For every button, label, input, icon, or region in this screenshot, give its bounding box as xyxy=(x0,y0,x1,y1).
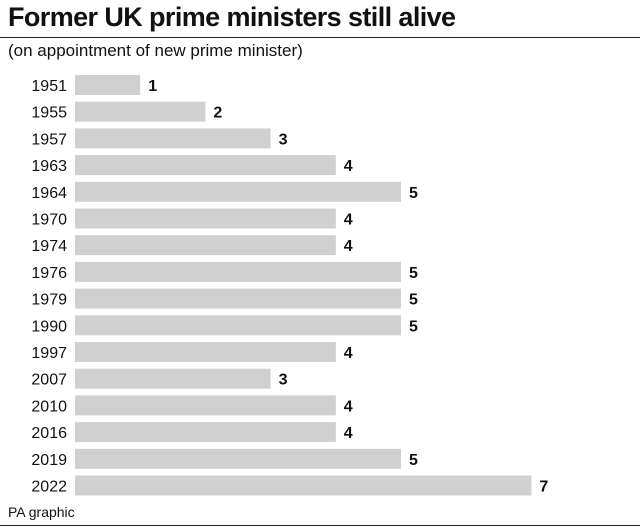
bar xyxy=(75,368,271,389)
bar-value-label: 5 xyxy=(409,292,418,309)
bar xyxy=(75,128,271,149)
bar xyxy=(75,101,206,122)
y-tick-label: 2016 xyxy=(31,425,67,442)
bar-value-label: 5 xyxy=(409,265,418,282)
bar-value-label: 1 xyxy=(148,78,157,95)
bar-value-label: 7 xyxy=(539,479,548,496)
source-credit: PA graphic xyxy=(8,504,75,520)
top-divider xyxy=(0,37,640,38)
bar xyxy=(75,342,336,362)
y-tick-label: 1963 xyxy=(31,158,67,175)
bar-value-label: 4 xyxy=(344,212,353,229)
y-tick-label: 2022 xyxy=(31,479,67,496)
y-tick-label: 2019 xyxy=(31,452,67,469)
bar xyxy=(75,448,401,469)
bar-value-label: 4 xyxy=(344,238,353,255)
y-tick-label: 1951 xyxy=(31,78,67,95)
bar-value-label: 5 xyxy=(409,318,418,335)
bar-value-label: 3 xyxy=(279,372,288,389)
y-tick-label: 1974 xyxy=(31,238,67,255)
y-tick-label: 1970 xyxy=(31,212,67,229)
y-tick-label: 2007 xyxy=(31,372,67,389)
chart-subtitle: (on appointment of new prime minister) xyxy=(8,41,303,60)
bar xyxy=(75,315,401,336)
y-tick-label: 1955 xyxy=(31,105,67,122)
bar-value-label: 5 xyxy=(409,185,418,202)
y-tick-label: 1990 xyxy=(31,318,67,335)
bar-value-label: 4 xyxy=(344,398,353,415)
bar xyxy=(75,235,336,256)
bottom-divider xyxy=(0,525,640,526)
y-tick-label: 1964 xyxy=(31,185,67,202)
y-tick-label: 1976 xyxy=(31,265,67,282)
bar-value-label: 4 xyxy=(344,345,353,362)
bar xyxy=(75,395,336,416)
y-tick-label: 2010 xyxy=(31,398,67,415)
bar xyxy=(75,75,141,95)
bar-value-label: 5 xyxy=(409,452,418,469)
bar-value-label: 3 xyxy=(279,131,288,148)
bar xyxy=(75,261,401,282)
y-tick-label: 1979 xyxy=(31,292,67,309)
y-tick-label: 1957 xyxy=(31,131,67,148)
bar xyxy=(75,475,532,496)
bar xyxy=(75,181,401,202)
bar xyxy=(75,208,336,229)
y-tick-label: 1997 xyxy=(31,345,67,362)
bar xyxy=(75,155,336,176)
chart-title: Former UK prime ministers still alive xyxy=(8,2,456,32)
bar xyxy=(75,288,401,309)
bar-value-label: 2 xyxy=(213,105,222,122)
bar-value-label: 4 xyxy=(344,425,353,442)
bar-value-label: 4 xyxy=(344,158,353,175)
bar xyxy=(75,422,336,443)
